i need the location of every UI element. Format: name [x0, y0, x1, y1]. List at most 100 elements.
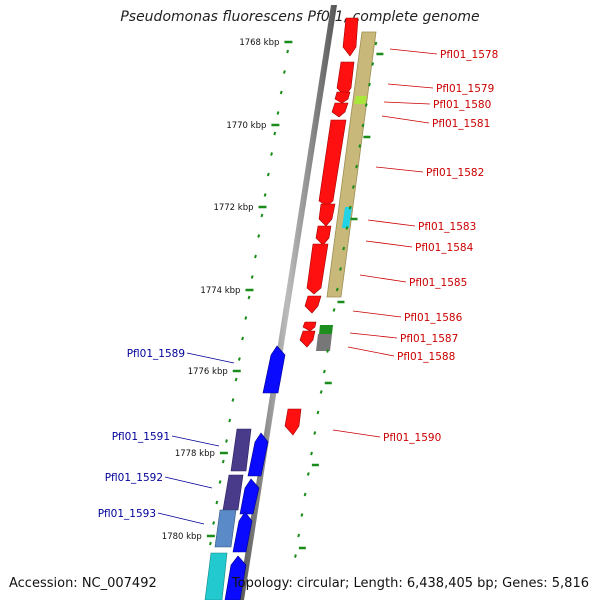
- gene-label-pfl01-1579[interactable]: Pfl01_1579: [436, 83, 494, 95]
- leader-line: [164, 476, 213, 489]
- gene-label-pfl01-1578[interactable]: Pfl01_1578: [440, 49, 498, 61]
- minor-tick: [244, 316, 248, 320]
- leader-line: [367, 219, 416, 227]
- leader-line: [349, 332, 398, 339]
- leader-line: [332, 429, 381, 438]
- leader-line: [171, 435, 220, 447]
- gene-arrow-pfl01-1587: [302, 321, 317, 332]
- gene-label-pfl01-1580[interactable]: Pfl01_1580: [433, 99, 491, 111]
- kbp-label-4: 1774 kbp: [200, 286, 240, 296]
- gene-label-pfl01-1581[interactable]: Pfl01_1581: [432, 118, 490, 130]
- gene-arrow-pfl01-1580: [334, 91, 351, 104]
- gene-label-pfl01-1583[interactable]: Pfl01_1583: [418, 221, 476, 233]
- minor-tick: [374, 41, 378, 46]
- minor-tick: [228, 418, 232, 423]
- leader-line: [347, 346, 395, 357]
- scale-ticks: 1768 kbp 1770 kbp 1772 kbp 1774 kbp 1776 kbp…: [162, 38, 384, 558]
- gene-arrow-pfl01-1582: [318, 119, 347, 207]
- minor-tick: [326, 349, 330, 353]
- gene-label-pfl01-1588[interactable]: Pfl01_1588: [397, 351, 455, 363]
- gene-label-pfl01-1592[interactable]: Pfl01_1592: [105, 472, 163, 484]
- minor-tick: [364, 103, 368, 107]
- leader-line: [186, 352, 235, 364]
- gene-arrow-pfl01-1591: [247, 432, 269, 477]
- feature-bands: [204, 31, 377, 600]
- minor-tick: [279, 90, 283, 95]
- minor-tick: [250, 275, 254, 279]
- minor-tick: [306, 472, 310, 476]
- minor-tick: [247, 295, 251, 300]
- gene-arrow-pfl01-1584: [315, 225, 332, 246]
- minor-tick: [293, 554, 297, 558]
- minor-tick: [303, 492, 307, 497]
- minor-tick: [263, 193, 267, 197]
- gene-label-pfl01-1593[interactable]: Pfl01_1593: [98, 508, 156, 520]
- reverse-band-purple-1: [230, 428, 252, 472]
- minor-tick: [273, 131, 277, 136]
- minor-tick: [231, 398, 235, 402]
- highlight-block-cyan: [342, 207, 352, 228]
- minor-tick: [332, 308, 336, 312]
- leader-line: [157, 512, 205, 525]
- gene-arrow-pfl01-1592: [239, 478, 260, 515]
- gene-arrow-pfl01-1578: [342, 17, 359, 57]
- minor-tick: [208, 541, 212, 546]
- reverse-band-cyan: [204, 552, 228, 600]
- leader-line: [381, 115, 430, 124]
- minor-tick: [215, 500, 219, 505]
- kbp-label-3: 1772 kbp: [213, 203, 253, 213]
- minor-tick: [218, 480, 222, 484]
- gene-arrow-pfl01-1593: [232, 511, 253, 553]
- leader-line: [389, 48, 438, 55]
- gene-label-pfl01-1589[interactable]: Pfl01_1589: [127, 348, 185, 360]
- gene-label-pfl01-1582[interactable]: Pfl01_1582: [426, 167, 484, 179]
- leader-line: [352, 310, 402, 318]
- topology-text: Topology: circular; Length: 6,438,405 bp…: [231, 576, 589, 591]
- gene-label-pfl01-1584[interactable]: Pfl01_1584: [415, 242, 474, 254]
- reverse-gene-arrows: [224, 345, 286, 600]
- reverse-band-purple-2: [222, 474, 244, 511]
- gene-label-pfl01-1586[interactable]: Pfl01_1586: [404, 312, 463, 324]
- minor-tick: [254, 254, 257, 259]
- forward-gene-labels: Pfl01_1578 Pfl01_1579 Pfl01_1580 Pfl01_1581…: [332, 48, 498, 444]
- gene-label-pfl01-1591[interactable]: Pfl01_1591: [112, 431, 170, 443]
- kbp-label-1: 1768 kbp: [239, 38, 279, 48]
- leader-line: [387, 83, 434, 89]
- minor-tick: [260, 213, 264, 218]
- kbp-label-7: 1780 kbp: [162, 532, 202, 542]
- minor-tick: [342, 246, 346, 251]
- gene-arrow-pfl01-1581: [331, 102, 349, 118]
- kbp-label-2: 1770 kbp: [226, 121, 266, 131]
- minor-tick: [276, 111, 280, 115]
- minor-tick: [358, 144, 362, 148]
- minor-tick: [212, 521, 216, 525]
- highlight-block-gray: [316, 334, 332, 351]
- minor-tick: [348, 205, 352, 210]
- minor-tick: [297, 533, 301, 538]
- kbp-label-5: 1776 kbp: [188, 367, 228, 377]
- minor-tick: [270, 152, 274, 156]
- gene-arrow-pfl01-1585: [306, 243, 329, 295]
- leader-line: [359, 274, 407, 283]
- leader-line: [383, 101, 431, 105]
- gene-label-pfl01-1587[interactable]: Pfl01_1587: [400, 333, 458, 345]
- minor-tick: [286, 49, 290, 54]
- leader-line: [375, 166, 424, 173]
- minor-tick: [322, 369, 326, 374]
- map-title: Pseudomonas fluorescens Pf0-1, complete …: [120, 9, 480, 25]
- minor-tick: [241, 336, 245, 341]
- minor-tick: [361, 123, 365, 128]
- minor-tick: [221, 459, 225, 464]
- gene-label-pfl01-1585[interactable]: Pfl01_1585: [409, 277, 467, 289]
- gene-label-pfl01-1590[interactable]: Pfl01_1590: [383, 432, 441, 444]
- gene-arrow-pfl01-1590: [284, 408, 302, 436]
- minor-tick: [335, 287, 339, 292]
- minor-tick: [339, 267, 342, 271]
- minor-tick: [345, 226, 349, 230]
- highlight-block-green: [319, 325, 333, 334]
- minor-tick: [310, 451, 313, 456]
- minor-tick: [300, 513, 304, 517]
- gene-arrow-pfl01-1586: [304, 295, 322, 314]
- minor-tick: [355, 164, 359, 169]
